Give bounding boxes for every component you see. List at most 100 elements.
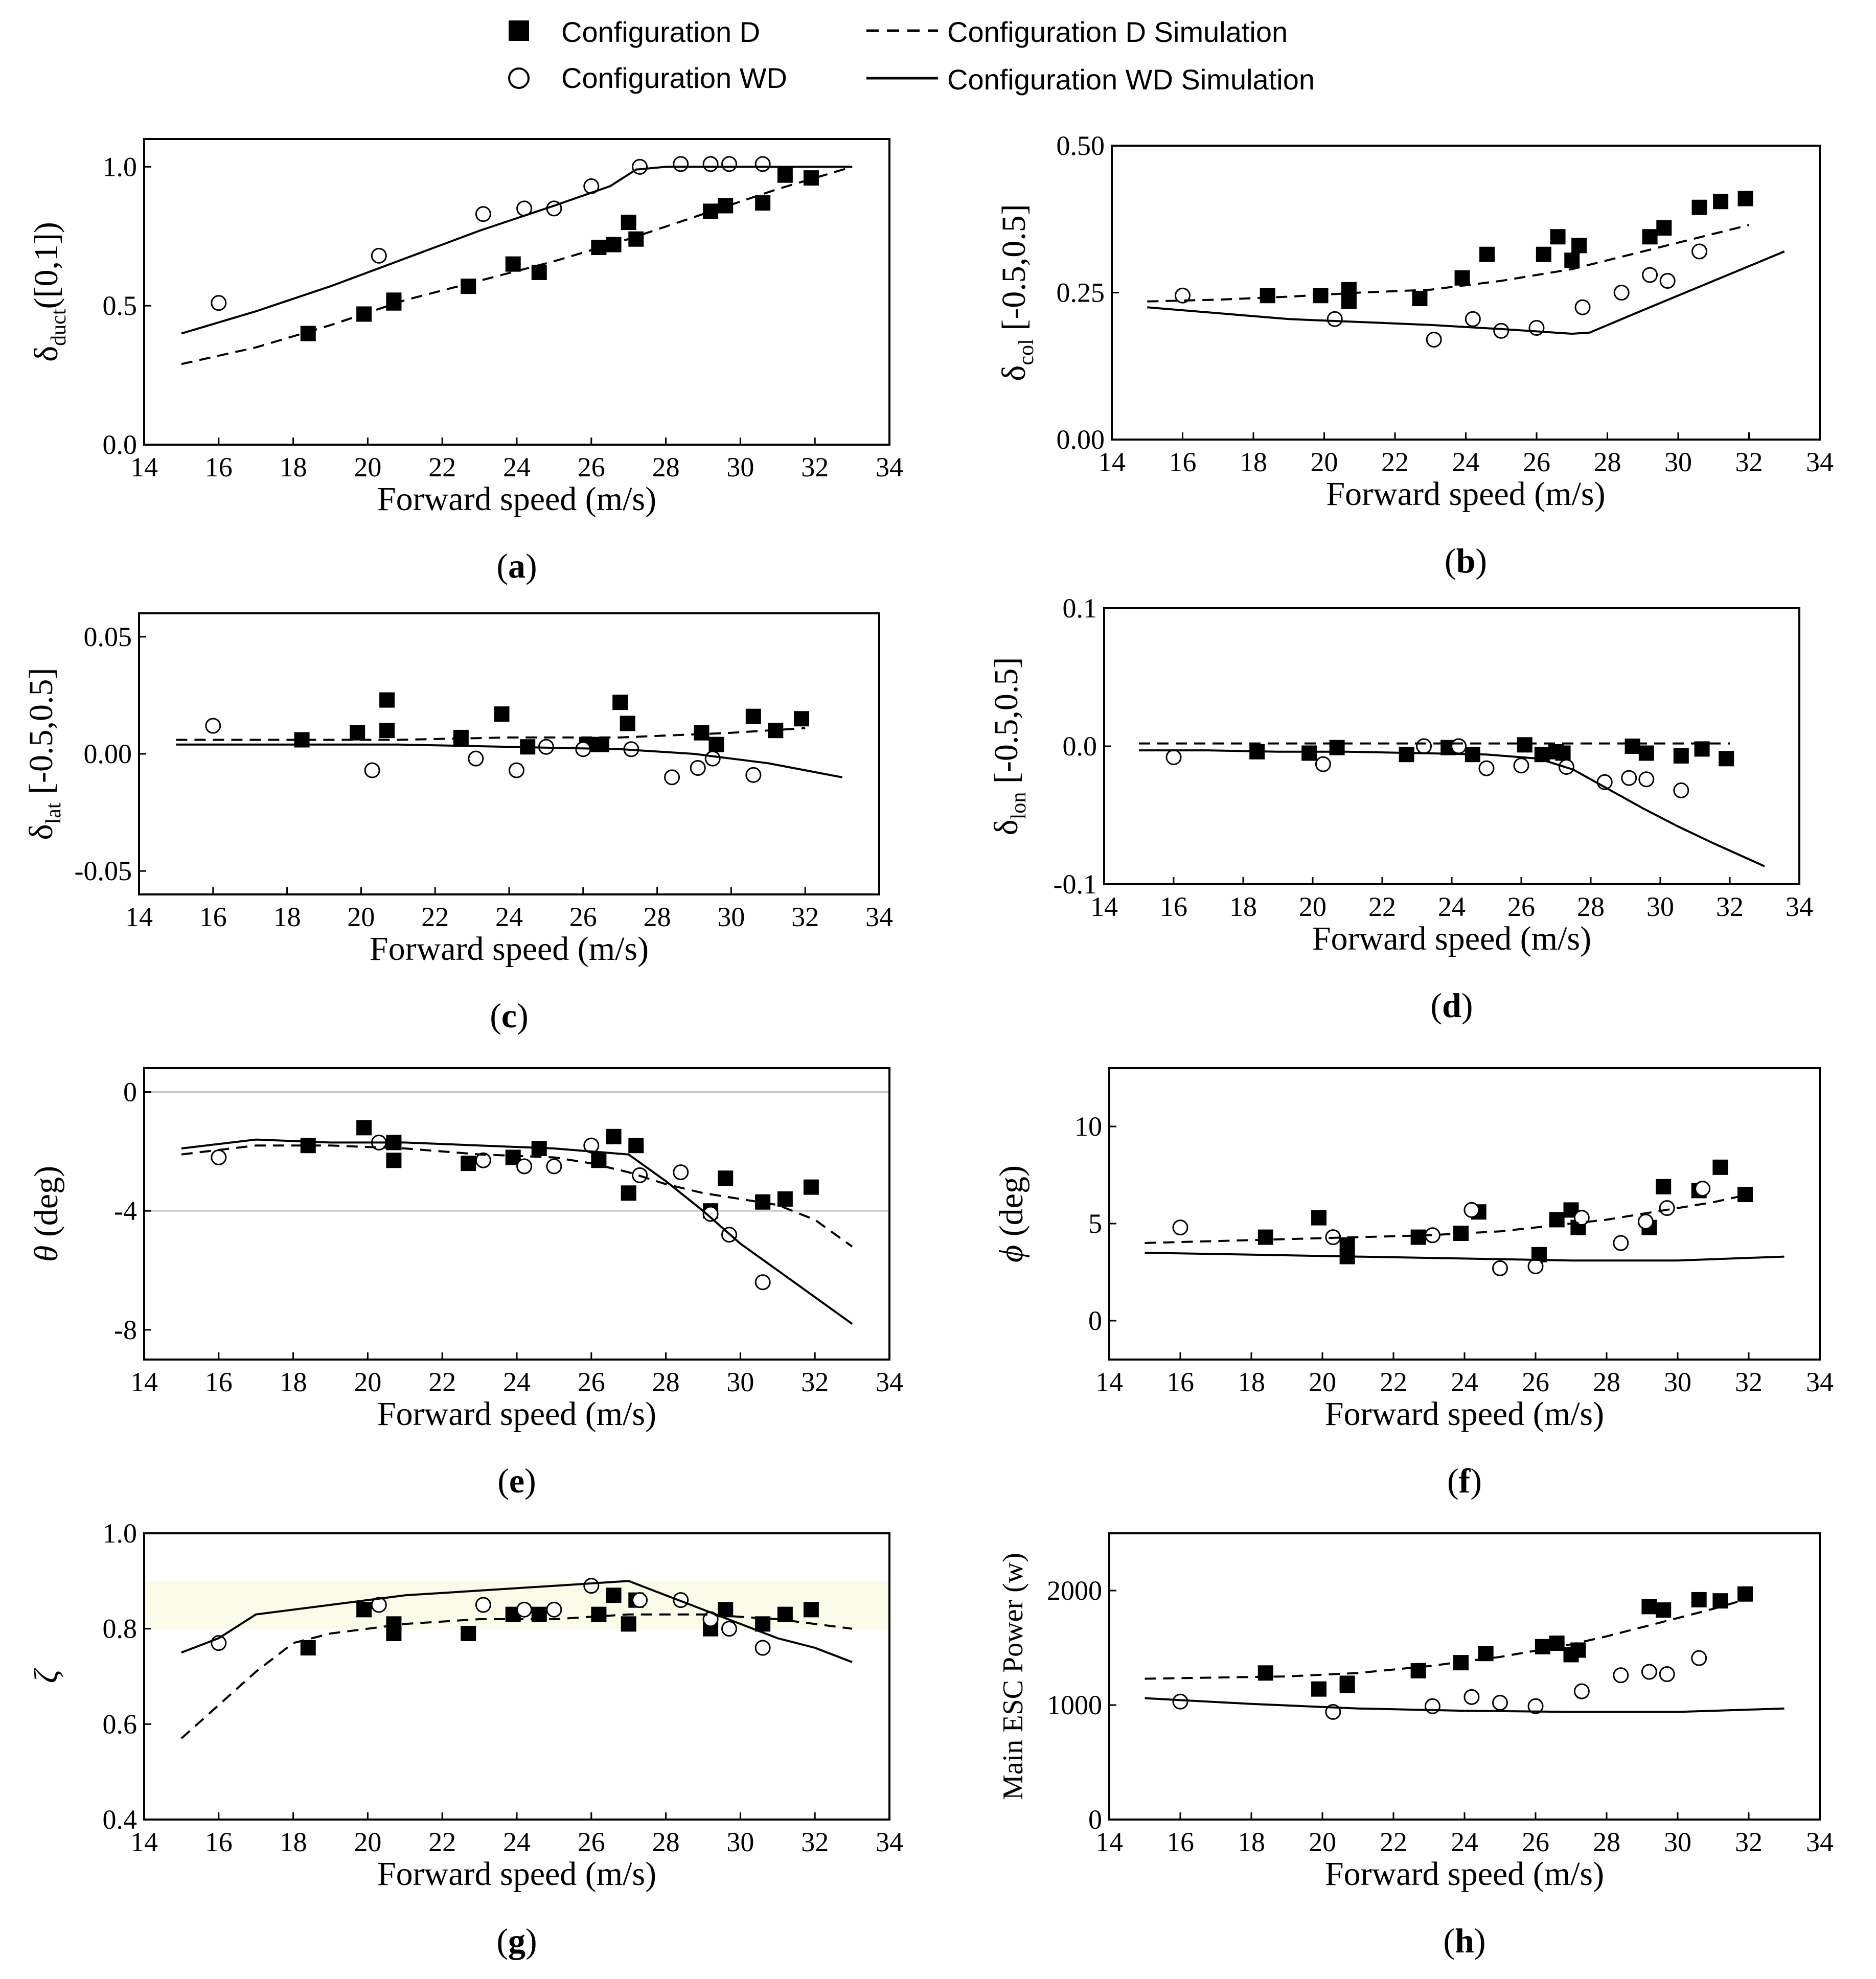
x-tick-label: 16 (1169, 447, 1197, 477)
y-tick-label: 0 (1088, 1804, 1102, 1835)
data-point-configuration-wd (211, 295, 227, 311)
x-tick-label: 20 (354, 1827, 381, 1857)
data-point-configuration-d (386, 1153, 402, 1168)
data-point-configuration-wd (1642, 267, 1658, 283)
data-point-configuration-wd (516, 1601, 533, 1618)
y-axis-title: θ (deg) (28, 1166, 65, 1262)
x-tick-label: 18 (1238, 1827, 1265, 1857)
x-tick-label: 26 (578, 452, 605, 482)
data-point-configuration-d (1641, 1599, 1657, 1615)
x-tick-label: 34 (865, 902, 893, 932)
data-point-configuration-d (1656, 1179, 1672, 1194)
data-point-configuration-wd (702, 156, 719, 172)
legend-label-d-simulation: Configuration D Simulation (947, 16, 1288, 48)
y-tick-label: 0.4 (103, 1804, 138, 1835)
y-tick-label: 10 (1074, 1111, 1102, 1142)
plot-frame (143, 1532, 890, 1821)
y-tick-label: 0.6 (103, 1709, 138, 1739)
y-tick-label: 0 (1088, 1305, 1102, 1336)
panel-label-h: (h) (1443, 1921, 1485, 1960)
data-point-configuration-d (1656, 1602, 1672, 1618)
data-point-configuration-wd (1659, 1200, 1675, 1216)
x-tick-label: 32 (1735, 447, 1763, 477)
x-tick-label: 24 (503, 1367, 531, 1397)
x-tick-label: 32 (791, 902, 819, 932)
legend-label-configuration-wd: Configuration WD (561, 62, 787, 94)
x-tick-label: 24 (1451, 1367, 1478, 1397)
data-point-configuration-wd (1637, 1213, 1654, 1230)
data-point-configuration-d (718, 1170, 734, 1186)
x-tick-label: 34 (1806, 1827, 1834, 1857)
x-tick-label: 18 (280, 1367, 307, 1397)
y-axis-title: Main ESC Power (w) (997, 1553, 1029, 1800)
x-tick-label: 18 (1238, 1367, 1265, 1397)
x-tick-label: 32 (1735, 1827, 1763, 1857)
data-point-configuration-wd (1416, 738, 1432, 754)
series-line-configuration-d-simulation (181, 166, 853, 365)
data-point-configuration-wd (745, 767, 762, 783)
x-tick-label: 30 (1664, 1827, 1691, 1857)
series-line-configuration-d-simulation (180, 1613, 853, 1739)
series-line-configuration-wd-simulation (181, 1138, 853, 1325)
x-tick-label: 26 (1522, 1827, 1549, 1857)
data-point-configuration-wd (632, 158, 648, 175)
x-tick-label: 32 (801, 452, 829, 482)
x-tick-label: 16 (1166, 1827, 1194, 1857)
data-point-configuration-wd (754, 1274, 771, 1291)
data-point-configuration-d (356, 1602, 372, 1618)
y-tick-label: -0.05 (75, 856, 132, 886)
y-tick-label: 1000 (1047, 1690, 1102, 1720)
x-tick-label: 22 (1380, 1827, 1407, 1857)
y-tick-label: 0.5 (103, 290, 138, 321)
x-tick-label: 18 (1240, 447, 1267, 477)
x-tick-label: 34 (1786, 891, 1813, 922)
y-tick-label: 0.50 (1057, 130, 1105, 161)
panel-h: 14 16 18 20 22 24 26 28 30 32 34 0 1000 2000 Forward s… (997, 1532, 1834, 1960)
data-point-configuration-d (350, 725, 365, 741)
data-point-configuration-d (1517, 737, 1532, 753)
data-point-configuration-wd (1513, 757, 1529, 774)
data-point-configuration-d (708, 737, 724, 752)
data-point-configuration-wd (1172, 1693, 1188, 1710)
x-tick-label: 22 (428, 1367, 456, 1397)
x-tick-label: 14 (125, 902, 153, 932)
data-point-configuration-d (461, 1156, 476, 1171)
y-tick-label: 0.00 (84, 739, 132, 769)
panel-d: 14 16 18 20 22 24 26 28 30 32 34 -0.1 0.0 0.1 Forward … (988, 593, 1813, 1025)
data-point-configuration-wd (1315, 756, 1331, 772)
x-tick-label: 24 (503, 452, 531, 482)
y-tick-label: 0.00 (1057, 424, 1105, 455)
y-tick-label: 0.25 (1057, 278, 1105, 308)
data-point-configuration-d (1399, 747, 1414, 763)
data-point-configuration-d (803, 170, 819, 186)
data-point-configuration-d (1691, 1592, 1707, 1607)
x-tick-label: 16 (205, 1367, 233, 1397)
data-point-configuration-wd (1463, 1202, 1480, 1218)
data-point-configuration-d (1713, 194, 1729, 210)
data-point-configuration-wd (1621, 770, 1637, 786)
x-tick-label: 30 (1646, 891, 1674, 922)
x-tick-label: 26 (1523, 447, 1550, 477)
x-tick-label: 28 (652, 1827, 680, 1857)
series-line-configuration-d-simulation (181, 1144, 853, 1248)
x-tick-label: 34 (876, 1367, 903, 1397)
x-tick-label: 14 (1090, 891, 1118, 922)
data-point-configuration-wd (1451, 738, 1467, 754)
data-point-configuration-d (621, 215, 636, 231)
x-tick-label: 24 (495, 902, 523, 932)
data-point-configuration-wd (1691, 1650, 1707, 1666)
data-point-configuration-d (1673, 748, 1689, 764)
data-point-configuration-d (612, 695, 628, 710)
x-tick-label: 32 (1735, 1367, 1763, 1397)
data-point-configuration-wd (1463, 1689, 1480, 1705)
panel-label-e: (e) (497, 1461, 536, 1500)
x-tick-label: 14 (1095, 1827, 1123, 1857)
data-point-configuration-wd (583, 1137, 600, 1154)
data-point-configuration-d (745, 708, 761, 724)
plot-frame (143, 1067, 890, 1361)
x-tick-label: 16 (199, 902, 227, 932)
y-tick-label: 0 (123, 1077, 137, 1108)
x-tick-label: 24 (1451, 1827, 1478, 1857)
y-tick-label: 0.0 (1063, 731, 1097, 762)
panel-label-b: (b) (1445, 541, 1487, 580)
